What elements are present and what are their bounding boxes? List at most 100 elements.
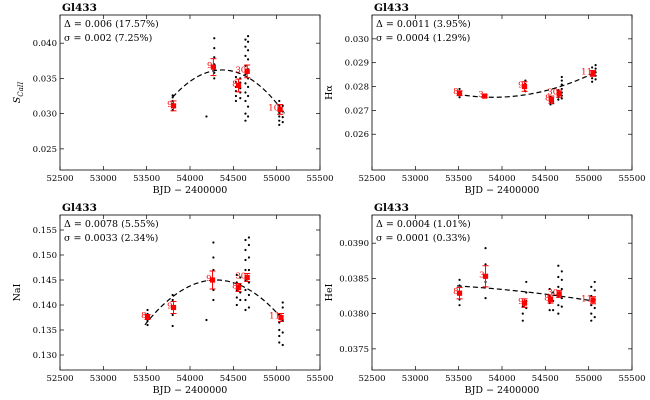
raw-point (212, 256, 215, 259)
raw-point (244, 238, 247, 242)
raw-point (278, 328, 281, 332)
raw-point (234, 80, 238, 84)
raw-point (521, 319, 524, 322)
mean-count-label: 11 (269, 312, 280, 322)
panel-title: Gl433 (374, 2, 409, 14)
x-axis-label: BJD − 2400000 (153, 185, 228, 196)
raw-point (146, 323, 149, 327)
raw-point (246, 105, 250, 108)
mean-count-label: 10 (268, 103, 279, 113)
raw-point (244, 45, 247, 48)
raw-point (590, 312, 593, 315)
raw-point (557, 285, 560, 288)
x-tick-label: 55500 (306, 174, 333, 184)
y-tick-label: 0.0385 (339, 274, 369, 284)
raw-point (244, 38, 247, 41)
stat-delta: Δ = 0.0004 (1.01%) (376, 219, 471, 230)
raw-point (239, 298, 242, 302)
mean-count-label: 9 (518, 81, 523, 91)
raw-point (246, 58, 250, 61)
raw-point (205, 318, 208, 322)
y-tick-label: 0.135 (33, 326, 57, 336)
x-tick-label: 53500 (133, 374, 160, 384)
raw-point (278, 119, 281, 122)
mean-point (456, 90, 463, 96)
x-tick-label: 53000 (402, 374, 429, 384)
mean-point (521, 300, 528, 306)
y-tick-label: 0.025 (33, 145, 57, 155)
x-tick-label: 55000 (263, 374, 290, 384)
panel-1: Gl433 Δ = 0.006 (17.57%) σ = 0.002 (7.25%)… (12, 2, 334, 196)
y-tick-label: 0.0390 (339, 239, 369, 249)
raw-point (171, 313, 174, 317)
x-tick-label: 53000 (402, 174, 429, 184)
y-axis-label-main: S (12, 96, 23, 103)
x-tick-label: 54000 (488, 174, 515, 184)
raw-point (213, 56, 216, 59)
raw-point (235, 296, 238, 299)
raw-point (593, 289, 596, 292)
raw-point (557, 98, 560, 101)
raw-point (591, 66, 594, 69)
raw-point (247, 256, 251, 259)
raw-point (246, 115, 250, 118)
mean-point (170, 103, 177, 109)
raw-point (246, 94, 250, 98)
x-tick-label: 53000 (90, 374, 117, 384)
raw-point (234, 94, 238, 98)
raw-point (591, 80, 594, 83)
fit-curve (456, 72, 595, 98)
y-axis-label: SCaII (12, 81, 25, 103)
y-tick-label: 0.0380 (339, 310, 369, 320)
raw-point (560, 278, 563, 281)
y-tick-label: 0.150 (33, 251, 57, 261)
mean-count-label: 30 (235, 65, 246, 75)
mean-point (590, 70, 596, 77)
y-axis-label: Hα (324, 85, 335, 100)
x-tick-label: 53500 (445, 374, 472, 384)
raw-point (244, 119, 247, 122)
mean-point (244, 68, 250, 74)
stat-delta: Δ = 0.0078 (5.55%) (64, 219, 159, 230)
raw-point (524, 79, 527, 82)
mean-count-label: 8 (141, 311, 146, 321)
x-axis-label: BJD − 2400000 (153, 385, 228, 396)
raw-point (552, 291, 555, 294)
mean-point (210, 64, 216, 70)
y-axis-label: HeI (324, 283, 335, 301)
raw-point (557, 304, 560, 307)
raw-point (281, 104, 284, 107)
raw-point (557, 275, 560, 279)
raw-point (234, 75, 238, 79)
mean-point (277, 106, 283, 113)
mean-point (482, 93, 488, 99)
raw-point (212, 298, 215, 302)
raw-point (594, 63, 597, 67)
y-tick-label: 0.026 (345, 130, 369, 140)
raw-point (244, 258, 247, 262)
raw-point (278, 115, 281, 118)
mean-count-label: 8 (545, 94, 550, 104)
raw-point (278, 334, 281, 338)
mean-count-label: 8 (232, 282, 237, 292)
x-tick-label: 53500 (445, 174, 472, 184)
raw-point (458, 96, 461, 99)
raw-point (525, 291, 528, 294)
raw-point (234, 99, 238, 103)
mean-point (556, 291, 562, 297)
raw-point (549, 103, 552, 106)
raw-point (458, 87, 461, 91)
fit-curve (144, 279, 283, 326)
raw-point (247, 268, 251, 272)
x-axis-label: BJD − 2400000 (465, 385, 540, 396)
stat-sigma: σ = 0.002 (7.25%) (64, 33, 152, 44)
x-tick-label: 54000 (176, 374, 203, 384)
raw-point (552, 309, 555, 312)
raw-point (591, 77, 594, 80)
raw-point (593, 280, 596, 284)
x-tick-label: 54000 (488, 374, 515, 384)
raw-point (244, 288, 247, 292)
mean-count-label: 11 (581, 67, 592, 77)
x-tick-label: 55500 (618, 174, 645, 184)
